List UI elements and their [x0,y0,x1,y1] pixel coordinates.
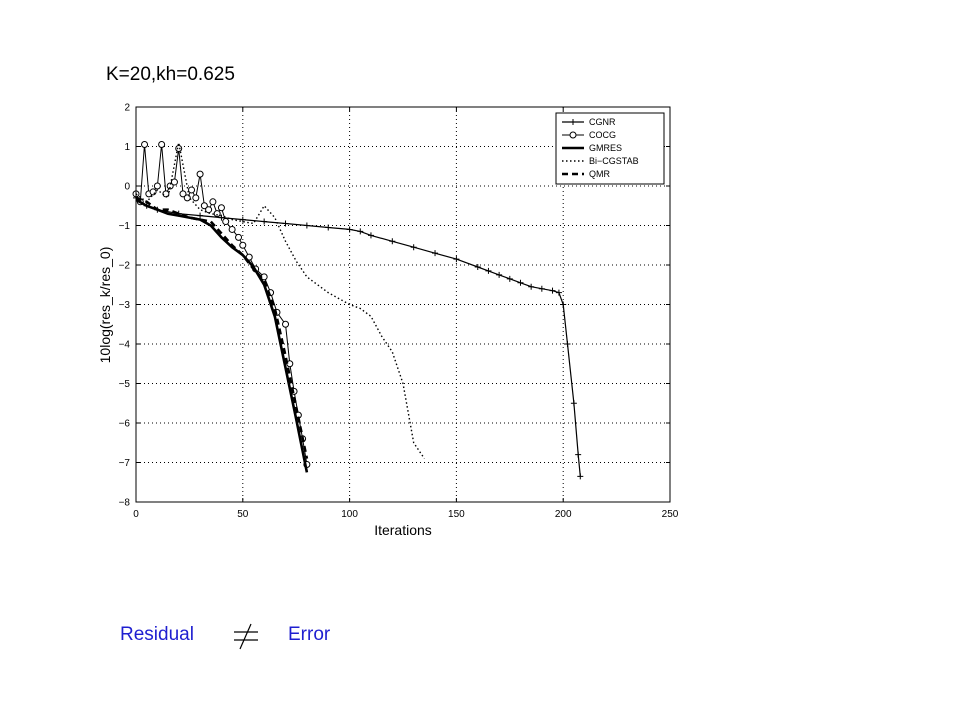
plus-marker [485,267,492,274]
legend-label: Bi−CGSTAB [589,156,639,166]
plus-marker [346,226,353,233]
y-tick-label: 1 [124,142,130,153]
y-tick-label: −8 [119,498,131,509]
plus-marker [432,250,439,257]
circle-marker [200,202,208,210]
circle-marker [149,188,157,196]
series-bicgstab [135,142,425,459]
circle-marker [222,218,230,226]
circle-marker [188,186,196,194]
plus-marker [496,271,503,278]
y-tick-label: 2 [124,103,130,114]
circle-marker [196,170,204,178]
plus-marker [528,283,535,290]
circle-marker [213,210,221,218]
plus-marker [367,232,374,239]
not-equal-icon [234,623,258,650]
series-gmres [135,198,309,473]
plus-marker [570,119,576,125]
x-tick-label: 150 [448,509,465,520]
series-line [135,142,425,459]
plus-marker [555,289,562,296]
plus-marker [410,244,417,251]
plus-marker [549,287,556,294]
circle-marker [239,241,247,249]
y-tick-label: −5 [119,379,131,390]
circle-marker [217,204,225,212]
plus-marker [506,275,513,282]
plus-marker [389,238,396,245]
plus-marker [357,228,364,235]
legend-item: CGNR [562,117,616,127]
legend-label: COCG [589,130,616,140]
series-line [135,196,309,459]
circle-marker [205,206,213,214]
plus-marker [564,341,571,347]
y-tick-label: −1 [119,221,131,232]
plus-marker [282,220,289,227]
y-tick-label: −2 [119,261,131,272]
series-qmr [135,196,309,459]
x-axis-label: Iterations [374,522,432,538]
residual-label: Residual [120,624,194,645]
y-tick-label: −7 [119,458,131,469]
series-cocg [132,141,311,468]
y-tick-label: 0 [124,182,130,193]
legend-label: QMR [589,169,610,179]
circle-marker [179,190,187,198]
plus-marker [575,451,582,458]
plus-marker [197,212,204,219]
plus-marker [577,473,584,480]
plus-marker [453,256,460,263]
y-tick-label: −6 [119,419,131,430]
circle-marker [153,182,161,190]
circle-marker [192,194,200,202]
legend-item: Bi−CGSTAB [562,156,639,166]
plus-marker [517,279,524,286]
legend-item: GMRES [562,143,622,153]
y-tick-label: −4 [119,340,131,351]
plus-marker [538,285,545,292]
circle-marker [235,233,243,241]
series-lines [132,141,584,480]
x-tick-label: 100 [341,509,358,520]
circle-marker [170,178,178,186]
plus-marker [239,216,246,223]
plus-marker [474,263,481,270]
plus-marker [303,222,310,229]
x-tick-label: 50 [237,509,249,520]
error-label: Error [288,624,331,645]
x-tick-label: 200 [555,509,572,520]
plus-marker [325,224,332,231]
legend-label: CGNR [589,117,616,127]
circle-marker [158,141,166,149]
circle-marker [228,225,236,233]
circle-marker [141,141,149,149]
circle-marker [209,198,217,206]
legend: CGNR COCG GMRES Bi−CGSTAB QMR [555,112,665,185]
circle-marker [175,144,183,152]
circle-marker [569,131,577,139]
series-line [135,198,309,473]
x-tick-label: 250 [662,509,679,520]
axis-ticks: 0 50 100 150 200 250 2 1 0 −1 −2 −3 −4 −5 −6 −7 −8 [119,103,679,521]
circle-marker [282,320,290,328]
y-tick-label: −3 [119,300,131,311]
legend-item: COCG [562,130,616,140]
legend-label: GMRES [589,143,622,153]
slide-title: K=20,kh=0.625 [106,64,235,85]
x-tick-label: 0 [133,509,139,520]
y-axis-label: 10log(res_k/res_0) [97,247,113,364]
plus-marker [570,400,577,407]
plus-marker [261,218,268,225]
plus-marker [560,301,567,308]
legend-item: QMR [562,169,610,179]
